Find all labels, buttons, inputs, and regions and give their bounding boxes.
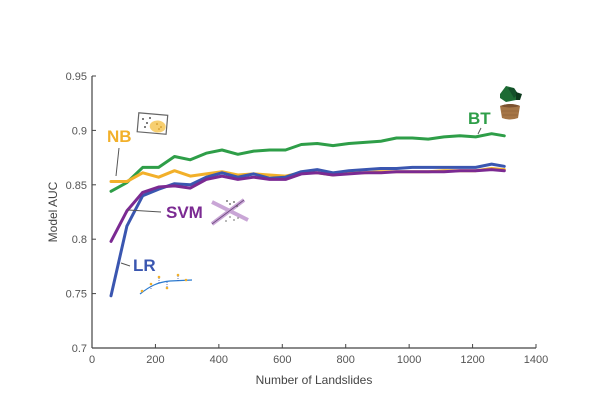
y-tick-label: 0.95	[66, 71, 87, 83]
label-svm: SVM	[166, 203, 203, 222]
label-bt: BT	[468, 109, 491, 128]
leader-svm	[127, 209, 162, 213]
leader-nb	[115, 147, 120, 177]
series-line-lr	[109, 162, 506, 298]
y-tick-label: 0.9	[72, 125, 87, 137]
separating-hyperplane-icon	[210, 198, 249, 226]
x-tick-label: 800	[337, 354, 355, 366]
potted-tree-icon	[500, 86, 522, 120]
x-tick-label: 1400	[524, 354, 548, 366]
x-tick-label: 1200	[460, 354, 484, 366]
axes: 0 200 400 600 800 1000 1200 1400 0.7 0.75 0.8 0.85 0…	[46, 71, 548, 387]
x-tick-label: 600	[273, 354, 291, 366]
y-tick-label: 0.85	[66, 180, 87, 192]
series-line-svm	[109, 168, 506, 243]
x-axis-title: Number of Landslides	[256, 373, 373, 387]
y-axis-title: Model AUC	[46, 181, 60, 242]
y-tick-label: 0.75	[66, 289, 87, 301]
x-tick-label: 200	[146, 354, 164, 366]
leader-lr	[120, 262, 131, 267]
label-nb: NB	[107, 127, 132, 146]
series-line-bt	[109, 132, 506, 193]
scatter-box-icon	[136, 112, 169, 135]
leader-bt	[477, 127, 482, 135]
logistic-curve-icon	[139, 273, 193, 295]
label-lr: LR	[133, 256, 156, 275]
y-tick-label: 0.7	[72, 343, 87, 355]
x-tick-label: 0	[89, 354, 95, 366]
x-tick-label: 400	[210, 354, 228, 366]
series-layer	[109, 132, 506, 298]
x-tick-label: 1000	[397, 354, 421, 366]
y-tick-label: 0.8	[72, 234, 87, 246]
